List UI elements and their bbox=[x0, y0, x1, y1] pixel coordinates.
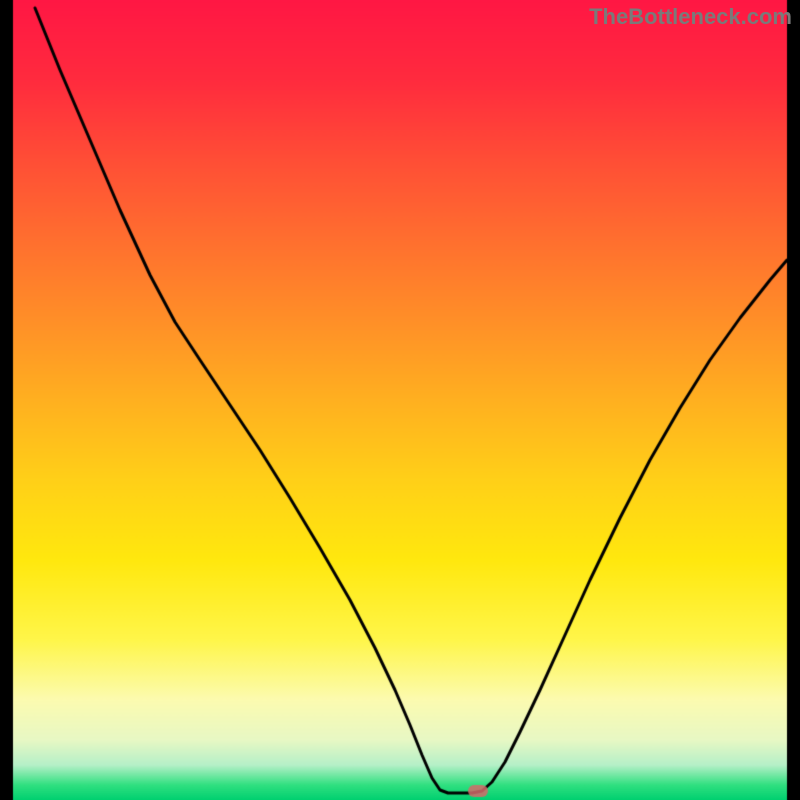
chart-container: TheBottleneck.com bbox=[0, 0, 800, 800]
gradient-curve-chart bbox=[0, 0, 800, 800]
watermark-text: TheBottleneck.com bbox=[589, 4, 792, 30]
